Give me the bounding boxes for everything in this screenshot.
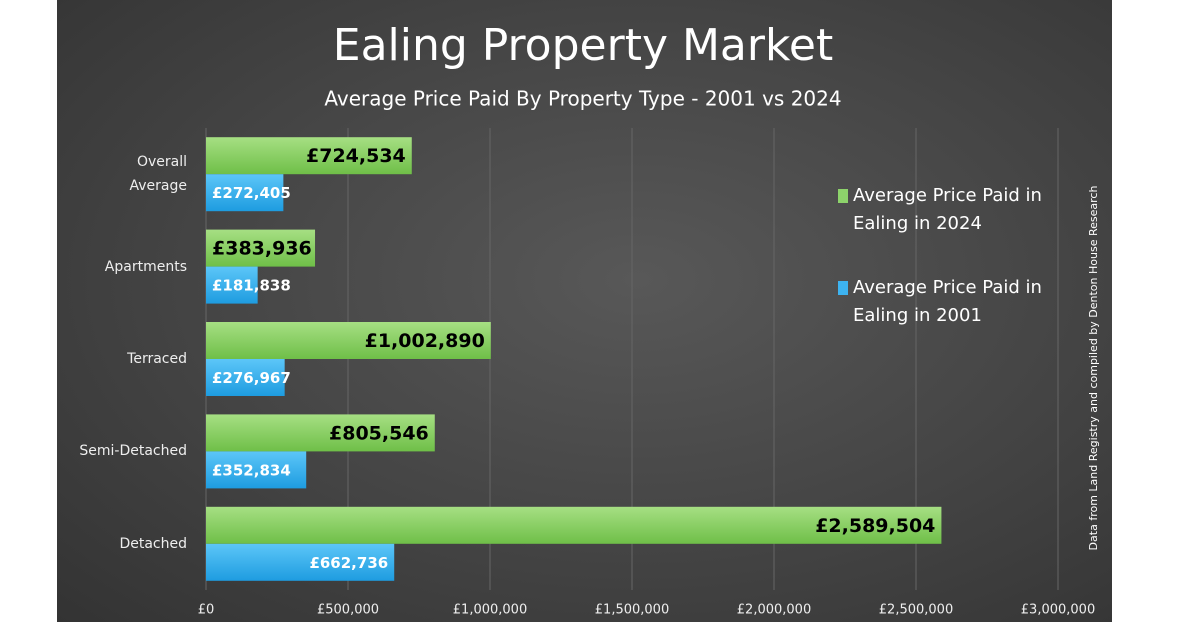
y-tick-label: Overall Average xyxy=(129,154,188,195)
data-label: £272,405 xyxy=(212,184,291,202)
source-note: Data from Land Registry and compiled by … xyxy=(1087,186,1100,551)
bar xyxy=(206,229,316,267)
y-tick-label: Semi-Detached xyxy=(79,443,187,460)
legend-label: Average Price Paid in Ealing in 2001 xyxy=(853,277,1042,326)
legend-swatch xyxy=(838,281,848,295)
bar xyxy=(206,266,258,304)
data-label: £2,589,504 xyxy=(815,515,935,537)
data-label: £181,838 xyxy=(212,277,291,295)
bar xyxy=(206,137,412,175)
data-label: £352,834 xyxy=(212,461,291,479)
data-label: £724,534 xyxy=(306,145,406,167)
x-tick-label: £2,500,000 xyxy=(879,603,953,618)
data-label: £383,936 xyxy=(212,238,312,260)
bar xyxy=(206,322,491,359)
x-tick-label: £2,000,000 xyxy=(737,603,811,618)
chart-subtitle: Average Price Paid By Property Type - 20… xyxy=(324,87,841,111)
data-label: £805,546 xyxy=(329,422,429,444)
x-tick-label: £3,000,000 xyxy=(1021,603,1095,618)
y-tick-label: Apartments xyxy=(104,258,187,275)
bar xyxy=(206,414,435,452)
legend-label: Average Price Paid in Ealing in 2024 xyxy=(853,185,1042,234)
bar xyxy=(206,174,284,212)
bar xyxy=(206,359,285,396)
x-tick-label: £1,000,000 xyxy=(453,603,527,618)
bar xyxy=(206,543,395,581)
data-label: £276,967 xyxy=(212,369,291,387)
y-tick-label: Detached xyxy=(119,535,187,552)
legend-swatch xyxy=(838,189,848,203)
y-tick-label: Terraced xyxy=(127,351,187,367)
data-label: £1,002,890 xyxy=(365,330,485,352)
x-tick-label: £0 xyxy=(198,603,215,618)
bar xyxy=(206,506,942,544)
x-tick-label: £1,500,000 xyxy=(595,603,669,618)
x-tick-label: £500,000 xyxy=(317,603,379,618)
bar xyxy=(206,451,307,489)
data-label: £662,736 xyxy=(309,554,388,572)
chart-title: Ealing Property Market xyxy=(333,20,833,71)
